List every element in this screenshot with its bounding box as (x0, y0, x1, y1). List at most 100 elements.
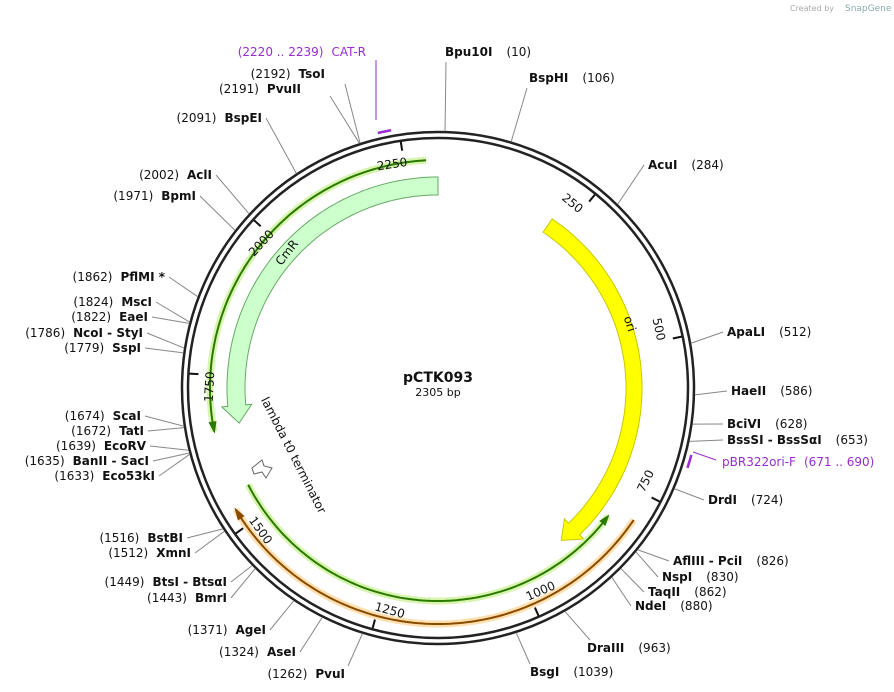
enzyme-name: BspHI (529, 71, 568, 85)
enzyme-leader (689, 439, 724, 442)
watermark-brand: SnapGene (845, 4, 892, 14)
enzyme-leader (674, 488, 705, 501)
enzyme-label: (1786) NcoI - StyI (25, 326, 143, 340)
enzyme-label: (1779) SspI (64, 341, 141, 355)
enzyme-name: TsoI (299, 67, 325, 81)
enzyme-leader (199, 195, 236, 231)
enzyme-name: TaqII (648, 585, 680, 599)
enzyme-site: (1512) (108, 546, 148, 560)
upper-green-line (209, 159, 427, 432)
enzyme-site: (2191) (219, 82, 259, 96)
enzyme-label: (1672) TatI (71, 424, 144, 438)
enzyme-name: BmrI (195, 591, 227, 605)
enzyme-leader (147, 427, 185, 432)
enzyme-name: AflIII - PciI (673, 554, 742, 568)
enzyme-leader (637, 549, 670, 562)
inner-green-line-head (599, 514, 610, 526)
enzyme-site: (1862) (73, 270, 113, 284)
enzyme-label: AcuI (284) (648, 158, 724, 172)
enzyme-leader (444, 61, 447, 132)
enzyme-site: (1822) (71, 310, 111, 324)
enzyme-site: (826) (756, 554, 788, 568)
enzyme-site: (10) (506, 45, 531, 59)
enzyme-label: BciVI (628) (727, 417, 807, 431)
enzyme-site: (724) (751, 493, 783, 507)
enzyme-leader (194, 530, 225, 554)
enzyme-leader (620, 568, 645, 593)
enzyme-label: (1371) AgeI (188, 623, 266, 637)
ruler-tick (235, 527, 244, 535)
enzyme-label: (1635) BanII - SacI (25, 454, 149, 468)
enzyme-site: (1635) (25, 454, 65, 468)
enzyme-leader (347, 633, 363, 667)
enzyme-leader (144, 347, 184, 354)
enzyme-label: (1449) BtsI - BtsαI (105, 575, 227, 589)
enzyme-label: (2191) PvuII (219, 82, 301, 96)
enzyme-site: (1674) (65, 409, 105, 423)
enzyme-name: XmnI (156, 546, 191, 560)
enzyme-site: (1443) (147, 591, 187, 605)
primer-range: (2220 .. 2239) (238, 45, 324, 59)
enzyme-name: EcoRV (104, 439, 147, 453)
enzyme-leader (149, 445, 189, 451)
enzyme-name: PvuII (267, 82, 301, 96)
enzyme-site: (1786) (25, 326, 65, 340)
primer-label: pBR322ori-F (671 .. 690) (722, 455, 874, 469)
feature-label: lambda t0 terminator (258, 395, 329, 516)
primer-leader (692, 451, 717, 461)
enzyme-leader (168, 276, 199, 298)
enzyme-leader (230, 568, 256, 599)
enzyme-leader (611, 577, 632, 607)
enzyme-name: PvuI (315, 667, 345, 681)
enzyme-site: (963) (638, 641, 670, 655)
enzyme-name: DraIII (587, 641, 624, 655)
enzyme-label: HaeII (586) (731, 384, 813, 398)
ruler-tick (253, 219, 262, 228)
backbone-inner (186, 136, 690, 640)
enzyme-label: NdeI (880) (635, 599, 713, 613)
enzyme-leader (690, 331, 724, 344)
enzyme-leader (144, 415, 184, 427)
watermark-prefix: Created by (790, 4, 834, 13)
enzyme-site: (1324) (219, 645, 259, 659)
enzyme-label: TaqII (862) (648, 585, 727, 599)
enzyme-site: (1779) (64, 341, 104, 355)
enzyme-label: (2091) BspEI (177, 111, 262, 125)
enzyme-site: (2192) (251, 67, 291, 81)
enzyme-leader (515, 632, 531, 665)
enzyme-site: (1449) (105, 575, 145, 589)
enzyme-label: (1971) BpmI (113, 189, 196, 203)
enzyme-name: BpmI (161, 189, 196, 203)
enzyme-site: (1039) (573, 665, 613, 679)
enzyme-site: (880) (680, 599, 712, 613)
orange-line (234, 508, 635, 625)
ruler-tick (651, 496, 661, 503)
primer-range: (671 .. 690) (804, 455, 874, 469)
enzyme-name: BtsI - BtsαI (152, 575, 227, 589)
enzyme-site: (830) (706, 570, 738, 584)
enzyme-name: AseI (267, 645, 296, 659)
enzyme-label: BspHI (106) (529, 71, 615, 85)
enzyme-site: (586) (780, 384, 812, 398)
ruler-label: 250 (559, 191, 586, 216)
enzyme-leader (617, 164, 645, 205)
enzyme-site: (653) (836, 433, 868, 447)
enzyme-site: (1371) (188, 623, 228, 637)
enzyme-name: Eco53kI (102, 469, 155, 483)
enzyme-site: (628) (775, 417, 807, 431)
enzyme-label: NspI (830) (662, 570, 739, 584)
enzyme-name: Bpu10I (445, 45, 492, 59)
ruler-tick (672, 335, 682, 340)
enzyme-leader (510, 87, 528, 142)
feature-label: ori (621, 314, 639, 333)
ruler-label: 500 (650, 317, 668, 342)
enzyme-label: (2192) TsoI (251, 67, 325, 81)
enzyme-name: NspI (662, 570, 692, 584)
enzyme-leader (329, 95, 360, 144)
enzyme-label: BsgI (1039) (530, 665, 613, 679)
enzyme-leader (299, 617, 323, 653)
enzyme-site: (2091) (177, 111, 217, 125)
plasmid-name: pCTK093 (403, 370, 473, 386)
enzyme-name: HaeII (731, 384, 766, 398)
